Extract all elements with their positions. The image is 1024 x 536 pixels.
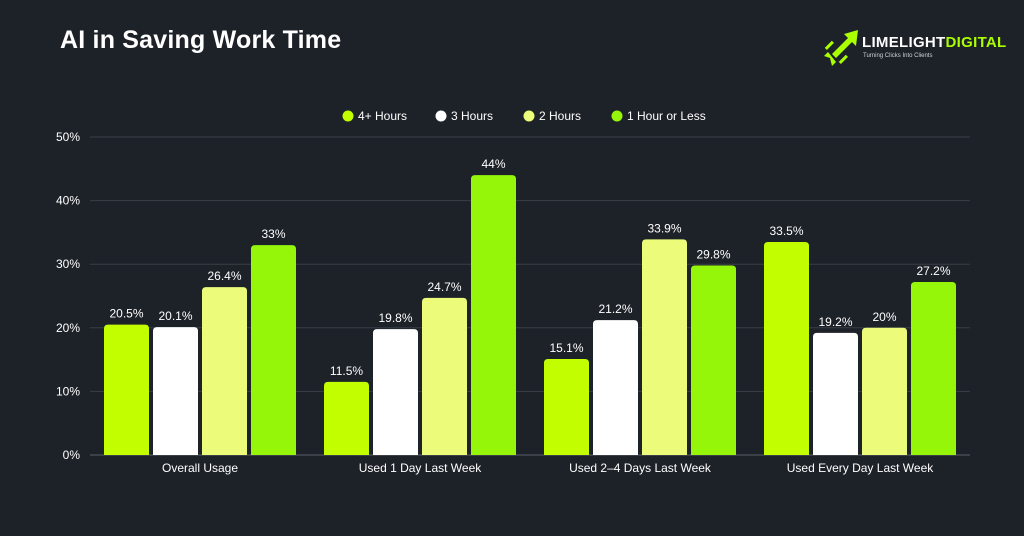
- x-tick-label: Overall Usage: [162, 461, 238, 475]
- legend-swatch: [611, 110, 623, 122]
- bar: [202, 287, 247, 455]
- bar: [813, 332, 858, 455]
- data-label: 33.9%: [647, 221, 681, 235]
- bar: [104, 324, 149, 455]
- logo-wordmark: LIMELIGHTDIGITAL: [862, 34, 1007, 51]
- data-label: 33%: [261, 227, 285, 241]
- data-label: 19.8%: [378, 311, 412, 325]
- bar: [862, 327, 907, 455]
- x-tick-label: Used 1 Day Last Week: [359, 461, 483, 475]
- data-label: 20.1%: [158, 309, 192, 323]
- bar: [422, 297, 467, 455]
- y-tick-label: 0%: [63, 448, 81, 462]
- legend-swatch: [342, 110, 354, 122]
- data-label: 26.4%: [207, 269, 241, 283]
- logo-word-digital: DIGITAL: [945, 34, 1007, 51]
- bar: [642, 239, 687, 455]
- x-tick-label: Used Every Day Last Week: [787, 461, 935, 475]
- data-label: 29.8%: [696, 247, 730, 261]
- y-tick-label: 10%: [56, 384, 80, 398]
- legend-swatch: [523, 110, 535, 122]
- rocket-arrows-icon: [824, 30, 858, 66]
- legend-label: 1 Hour or Less: [627, 109, 706, 123]
- logo-tagline: Turning Clicks Into Clients: [863, 53, 933, 59]
- bar: [251, 245, 296, 455]
- bar: [764, 241, 809, 455]
- bar: [373, 329, 418, 455]
- y-tick-label: 30%: [56, 257, 80, 271]
- data-label: 20.5%: [109, 307, 143, 321]
- bar: [324, 381, 369, 455]
- bar: [153, 327, 198, 455]
- data-label: 15.1%: [549, 341, 583, 355]
- bar: [911, 282, 956, 455]
- data-label: 20%: [872, 310, 896, 324]
- legend-label: 2 Hours: [539, 109, 581, 123]
- bar: [691, 265, 736, 455]
- brand-logo: LIMELIGHTDIGITAL Turning Clicks Into Cli…: [822, 28, 1006, 72]
- data-label: 33.5%: [769, 224, 803, 238]
- y-tick-label: 40%: [56, 194, 80, 208]
- y-tick-label: 50%: [56, 130, 80, 144]
- x-tick-label: Used 2–4 Days Last Week: [569, 461, 712, 475]
- bar: [544, 358, 589, 455]
- page-title: AI in Saving Work Time: [60, 26, 342, 54]
- logo-word-limelight: LIMELIGHT: [862, 34, 946, 51]
- data-label: 27.2%: [916, 264, 950, 278]
- legend-swatch: [435, 110, 447, 122]
- data-label: 21.2%: [598, 302, 632, 316]
- data-label: 44%: [481, 157, 505, 171]
- legend-label: 3 Hours: [451, 109, 493, 123]
- y-tick-label: 20%: [56, 321, 80, 335]
- legend-label: 4+ Hours: [358, 109, 407, 123]
- bar: [593, 320, 638, 455]
- bar: [471, 175, 516, 455]
- data-label: 24.7%: [427, 280, 461, 294]
- data-label: 19.2%: [818, 315, 852, 329]
- data-label: 11.5%: [330, 364, 363, 378]
